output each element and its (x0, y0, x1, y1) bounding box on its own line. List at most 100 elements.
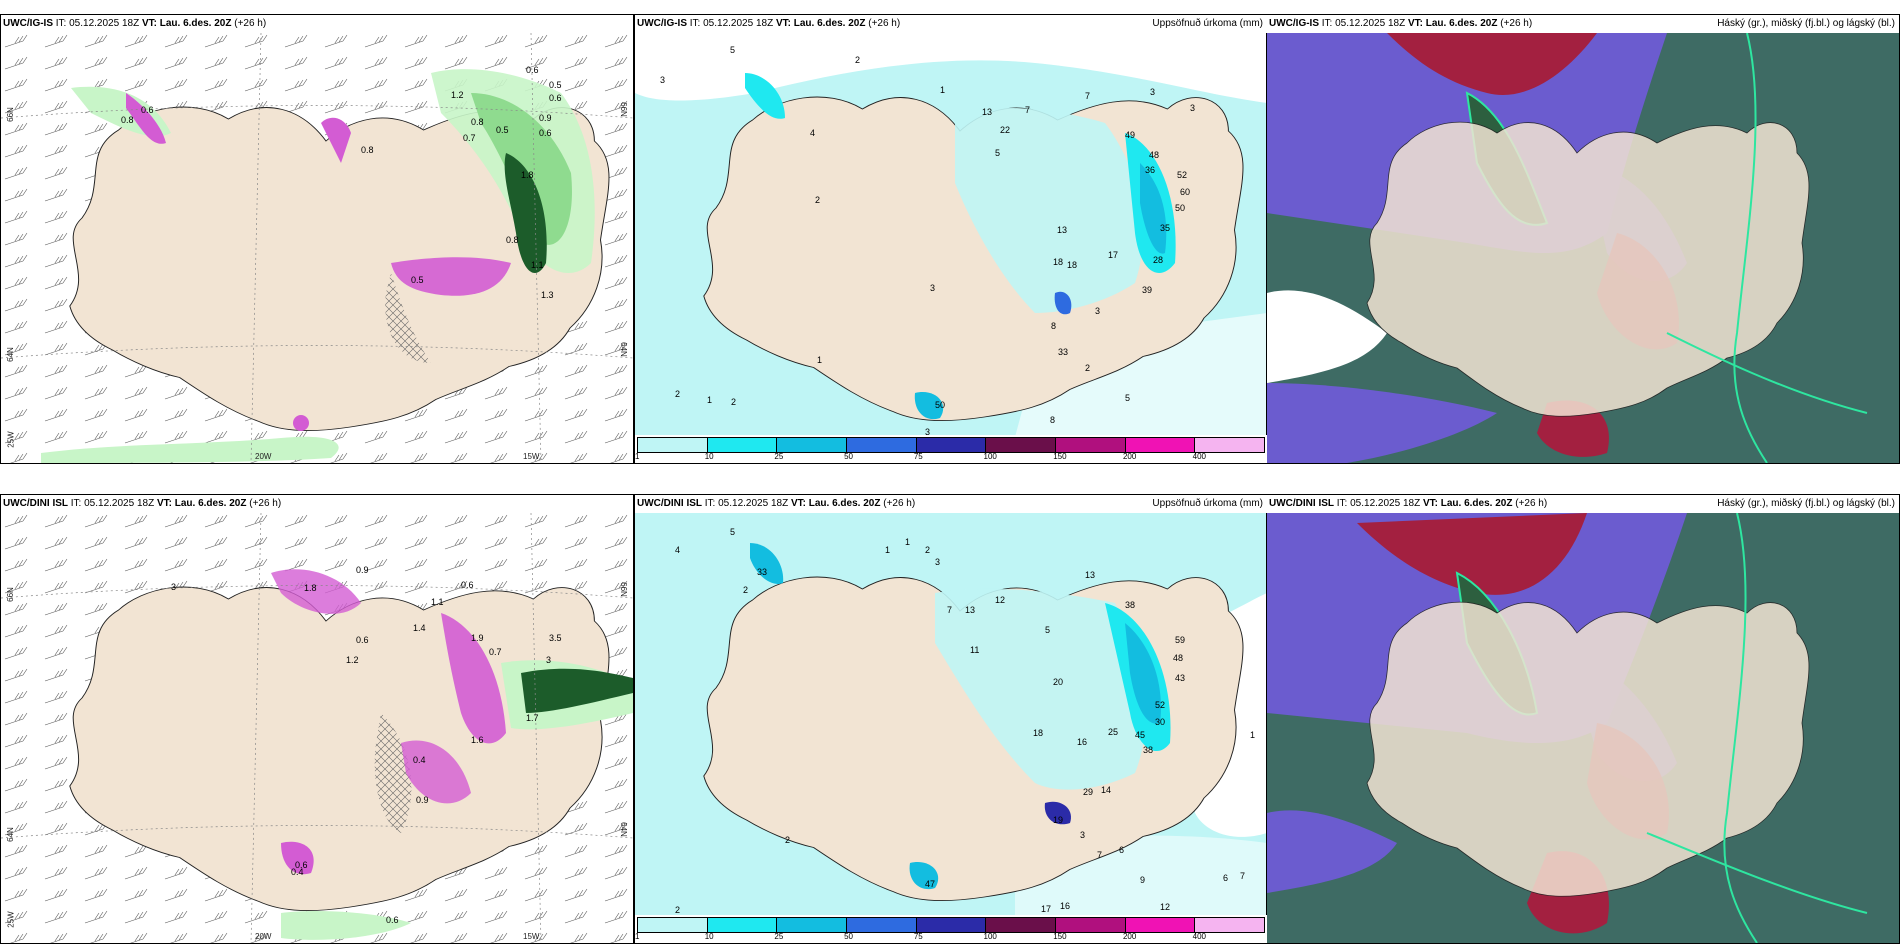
value-label: 0.6 (141, 105, 154, 115)
value-label: 8 (1051, 321, 1056, 331)
precip-type-map: 1.8 0.9 3 1.1 1.4 1.9 0.6 3 3.5 0.7 1.6 … (1, 513, 633, 943)
value-label: 0.9 (539, 113, 552, 123)
model-label: UWC/DINI ISL (3, 498, 68, 509)
panel-header: UWC/DINI ISL IT: 05.12.2025 18Z VT: Lau.… (635, 495, 1267, 513)
value-label: 7 (947, 605, 952, 615)
panel-top-right: UWC/IG-IS IT: 05.12.2025 18Z VT: Lau. 6.… (1266, 14, 1900, 464)
color-swatch (777, 918, 848, 932)
value-label: 1.2 (346, 655, 359, 665)
color-swatch (777, 438, 848, 452)
colorbar-tick: 200 (1122, 452, 1137, 461)
lat-label-right-1: 66N (619, 582, 629, 597)
value-label: 0.7 (463, 133, 476, 143)
value-label: 12 (995, 595, 1005, 605)
model-label: UWC/DINI ISL (1269, 498, 1334, 509)
panel-title: Uppsöfnuð úrkoma (mm) (1152, 18, 1263, 29)
lon-label-1: 20W (255, 932, 272, 941)
value-label: 1.4 (413, 623, 426, 633)
value-label: 4 (810, 128, 815, 138)
value-label: 16 (1077, 737, 1087, 747)
colorbar-tick: 100 (983, 452, 997, 461)
valid-time: Lau. 6.des. 20Z (793, 18, 866, 29)
valid-label: VT: (156, 498, 172, 509)
cloud-cover-map (1267, 513, 1899, 943)
value-label: 0.6 (356, 635, 369, 645)
colorbar-tick: 1 (635, 452, 640, 461)
color-swatch (1125, 918, 1196, 932)
accum-precip-labels: 4 5 1 1 2 3 2 33 7 13 11 12 5 13 38 59 4… (675, 527, 1255, 915)
lon-label-1: 20W (255, 452, 272, 461)
value-label: 43 (1175, 673, 1185, 683)
model-label: UWC/IG-IS (3, 18, 53, 29)
color-swatch (916, 438, 987, 452)
value-label: 22 (1000, 125, 1010, 135)
lon-label-2: 15W (523, 932, 540, 941)
value-label: 6 (1119, 845, 1124, 855)
init-time: IT: 05.12.2025 18Z (70, 498, 155, 509)
value-label: 12 (1160, 902, 1170, 912)
value-label: 50 (935, 400, 945, 410)
color-swatch (707, 918, 778, 932)
value-label: 0.6 (461, 580, 474, 590)
value-label: 3 (1080, 830, 1085, 840)
value-label: 5 (730, 527, 735, 537)
init-time: IT: 05.12.2025 18Z (704, 498, 789, 509)
value-label: 0.8 (506, 235, 519, 245)
init-time: IT: 05.12.2025 18Z (689, 18, 774, 29)
lon-label-2: 15W (523, 452, 540, 461)
value-label: 7 (1025, 105, 1030, 115)
init-time: IT: 05.12.2025 18Z (1336, 498, 1421, 509)
value-label: 0.9 (356, 565, 369, 575)
valid-time: Lau. 6.des. 20Z (174, 498, 247, 509)
value-label: 2 (1085, 363, 1090, 373)
precip-rate-labels: 1.8 0.9 3 1.1 1.4 1.9 0.6 3 3.5 0.7 1.6 … (171, 565, 562, 925)
value-label: 29 (1083, 787, 1093, 797)
value-label: 17 (1041, 904, 1051, 914)
value-label: 19 (1053, 815, 1063, 825)
value-label: 1.8 (521, 170, 534, 180)
precip-type-map: 0.6 0.5 0.6 1.2 0.8 0.9 0.6 0.7 0.5 1.8 … (1, 33, 633, 463)
model-label: UWC/DINI ISL (637, 498, 702, 509)
value-label: 1.8 (304, 583, 317, 593)
value-label: 36 (1145, 165, 1155, 175)
value-label: 9 (1140, 875, 1145, 885)
cloud-cover-map (1267, 33, 1899, 463)
lead-time: (+26 h) (883, 498, 916, 509)
lat-label-right-2: 64N (619, 822, 629, 837)
value-label: 3 (1190, 103, 1195, 113)
value-label: 18 (1033, 728, 1043, 738)
lead-time: (+26 h) (1515, 498, 1548, 509)
value-label: 0.5 (496, 125, 509, 135)
init-time: IT: 05.12.2025 18Z (1321, 18, 1406, 29)
lat-label-left-3: 25W (6, 911, 16, 928)
panel-top-middle: UWC/IG-IS IT: 05.12.2025 18Z VT: Lau. 6.… (634, 14, 1268, 464)
model-label: UWC/IG-IS (637, 18, 687, 29)
valid-label: VT: (790, 498, 806, 509)
value-label: 47 (925, 879, 935, 889)
value-label: 2 (855, 55, 860, 65)
value-label: 45 (1135, 730, 1145, 740)
value-label: 7 (1097, 850, 1102, 860)
panel-title: Háský (gr.), miðský (fj.bl.) og lágský (… (1717, 18, 1895, 29)
value-label: 1.9 (471, 633, 484, 643)
panel-bottom-right: UWC/DINI ISL IT: 05.12.2025 18Z VT: Lau.… (1266, 494, 1900, 944)
colorbar-tick: 75 (913, 452, 923, 461)
panel-header: UWC/IG-IS IT: 05.12.2025 18Z VT: Lau. 6.… (1267, 15, 1899, 33)
value-label: 0.5 (549, 80, 562, 90)
value-label: 2 (785, 835, 790, 845)
value-label: 5 (1045, 625, 1050, 635)
value-label: 1.7 (526, 713, 539, 723)
colorbar-tick: 200 (1122, 932, 1137, 941)
value-label: 48 (1149, 150, 1159, 160)
value-label: 13 (1057, 225, 1067, 235)
precip-colorbar: 1 10 25 50 75 100 150 200 400 (635, 435, 1267, 463)
valid-time: Lau. 6.des. 20Z (808, 498, 881, 509)
value-label: 7 (1240, 871, 1245, 881)
panel-header: UWC/IG-IS IT: 05.12.2025 18Z VT: Lau. 6.… (1, 15, 633, 33)
value-label: 2 (675, 905, 680, 915)
valid-time: Lau. 6.des. 20Z (1440, 498, 1513, 509)
value-label: 35 (1160, 223, 1170, 233)
value-label: 52 (1177, 170, 1187, 180)
value-label: 3 (935, 557, 940, 567)
value-label: 0.4 (413, 755, 426, 765)
